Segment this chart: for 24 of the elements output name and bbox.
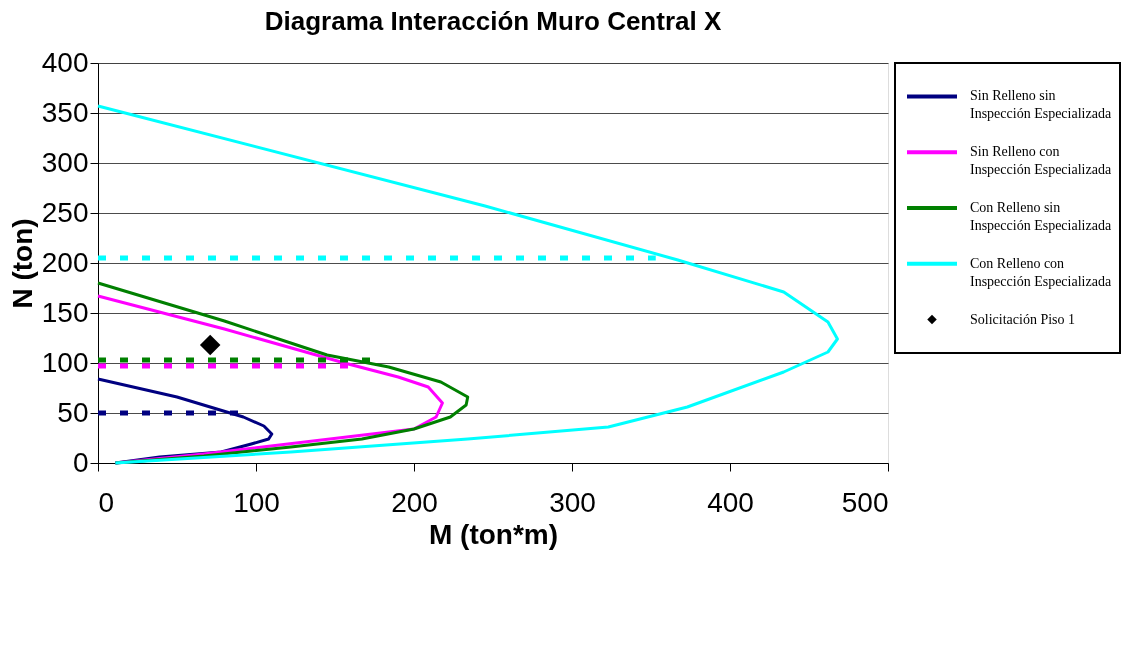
y-tick-label: 250 bbox=[41, 196, 89, 228]
x-axis-title: M (ton*m) bbox=[428, 518, 559, 550]
y-tick-label: 350 bbox=[41, 96, 89, 128]
legend-label: Sin Relleno con Inspección Especializada bbox=[970, 144, 1112, 178]
y-tick-label: 150 bbox=[41, 296, 89, 328]
y-tick-label: 50 bbox=[57, 396, 89, 428]
x-tick-label: 400 bbox=[707, 486, 754, 518]
legend-label: Sin Relleno sin Inspección Especializada bbox=[970, 88, 1112, 122]
x-tick-label: 300 bbox=[549, 486, 596, 518]
x-tick-label: 500 bbox=[841, 486, 889, 518]
legend-label: Con Relleno sin Inspección Especializada bbox=[970, 200, 1112, 233]
legend-label: Con Relleno con Inspección Especializada bbox=[970, 255, 1112, 289]
y-tick-label: 100 bbox=[41, 346, 89, 378]
chart-title: Diagrama Interacción Muro Central X bbox=[264, 6, 722, 36]
y-tick-label: 0 bbox=[72, 446, 89, 478]
legend-label: Solicitación Piso 1 bbox=[970, 311, 1075, 327]
y-tick-label: 300 bbox=[41, 146, 89, 178]
y-axis-title: N (ton) bbox=[6, 218, 38, 309]
y-tick-label: 400 bbox=[41, 46, 89, 78]
x-tick-label: 0 bbox=[98, 486, 115, 518]
line-series bbox=[96, 104, 839, 465]
y-tick-label: 200 bbox=[41, 246, 89, 278]
x-tick-label: 200 bbox=[391, 486, 438, 518]
x-tick-label: 100 bbox=[233, 486, 280, 518]
